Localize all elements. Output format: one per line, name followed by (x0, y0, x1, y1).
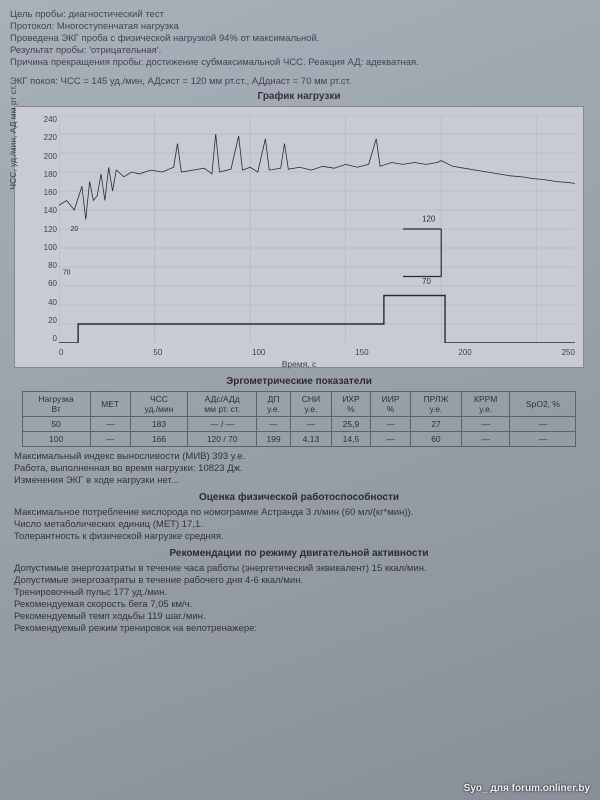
table-cell: 4,13 (291, 432, 332, 447)
ecg-changes-text: Изменения ЭКГ в ходе нагрузки нет... (14, 475, 588, 486)
header-conducted: Проведена ЭКГ проба с физической нагрузк… (10, 33, 588, 44)
y-tick: 180 (35, 170, 57, 179)
table-cell: — (510, 417, 576, 432)
y-tick: 200 (35, 152, 57, 161)
x-tick: 250 (562, 348, 575, 357)
fitness-title: Оценка физической работоспособности (10, 492, 588, 503)
table-cell: 120 / 70 (188, 432, 257, 447)
fitness-l2: Число метаболических единиц (МЕТ) 17,1. (14, 519, 588, 530)
x-tick: 200 (458, 348, 471, 357)
y-tick: 140 (35, 206, 57, 215)
table-row: 50—183— / ———25,9—27—— (22, 417, 576, 432)
y-tick: 240 (35, 115, 57, 124)
table-cell: 14,5 (331, 432, 370, 447)
y-tick: 80 (35, 261, 57, 270)
table-cell: 100 (22, 432, 90, 447)
table-cell: 60 (410, 432, 461, 447)
recs-l1: Допустимые энергозатраты в течение часа … (14, 563, 588, 574)
y-tick: 160 (35, 188, 57, 197)
header-result: Результат пробы: 'отрицательная'. (10, 45, 588, 56)
table-cell: — (90, 432, 130, 447)
recs-l3: Тренировочный пульс 177 уд./мин. (14, 587, 588, 598)
y-axis-label: ЧСС, уд./мин, АД мм рт ст. (8, 85, 18, 190)
plot-area: 120 70 70 20 (59, 115, 575, 343)
table-cell: — (291, 417, 332, 432)
table-cell: 199 (257, 432, 291, 447)
work-text: Работа, выполненная во время нагрузки: 1… (14, 463, 588, 474)
recs-l2: Допустимые энергозатраты в течение рабоч… (14, 575, 588, 586)
header-protocol: Протокол: Многоступенчатая нагрузка (10, 21, 588, 32)
y-tick: 220 (35, 133, 57, 142)
table-cell: 166 (130, 432, 188, 447)
table-header: SpO2, % (510, 392, 576, 417)
table-cell: — (257, 417, 291, 432)
table-cell: 27 (410, 417, 461, 432)
recs-l6: Рекомендуемый режим тренировок на велотр… (14, 623, 588, 634)
y-tick: 0 (35, 334, 57, 343)
table-cell: — (371, 417, 411, 432)
table-header: МЕТ (90, 392, 130, 417)
x-ticks: 0 50 100 150 200 250 (59, 348, 575, 357)
watermark: Syo_ для forum.onliner.by (464, 783, 590, 794)
x-tick: 100 (252, 348, 265, 357)
table-header: АДс/АДдмм рт. ст. (188, 392, 257, 417)
svg-text:120: 120 (422, 214, 436, 223)
header-purpose: Цель пробы: диагностический тест (10, 9, 588, 20)
y-tick: 120 (35, 225, 57, 234)
header-resting-ecg: ЭКГ покоя: ЧСС = 145 уд./мин, АДсист = 1… (10, 76, 588, 87)
x-tick: 0 (59, 348, 63, 357)
fitness-l3: Толерантность к физической нагрузке сред… (14, 531, 588, 542)
svg-text:70: 70 (422, 277, 431, 286)
ergo-title: Эргометрические показатели (10, 376, 588, 387)
recs-title: Рекомендации по режиму двигательной акти… (10, 548, 588, 559)
table-cell: — (90, 417, 130, 432)
table-header: КРРМу.е. (461, 392, 510, 417)
header-reason: Причина прекращения пробы: достижение су… (10, 57, 588, 68)
recs-l4: Рекомендуемая скорость бега 7,05 км/ч. (14, 599, 588, 610)
y-ticks: 240220200180160140120100806040200 (35, 115, 57, 343)
x-axis-label: Время, с (282, 359, 317, 369)
table-header: ИХР% (331, 392, 370, 417)
table-header: ПРЛЖу.е. (410, 392, 461, 417)
x-tick: 150 (355, 348, 368, 357)
table-header: ИИР% (371, 392, 411, 417)
table-cell: — (461, 432, 510, 447)
table-cell: — (371, 432, 411, 447)
fitness-l1: Максимальное потребление кислорода по но… (14, 507, 588, 518)
chart-title: График нагрузки (10, 91, 588, 102)
recs-l5: Рекомендуемый темп ходьбы 119 шаг./мин. (14, 611, 588, 622)
y-tick: 40 (35, 298, 57, 307)
x-tick: 50 (153, 348, 162, 357)
table-header: НагрузкаВт (22, 392, 90, 417)
table-header: ЧССуд./мин (130, 392, 188, 417)
table-cell: 183 (130, 417, 188, 432)
load-chart: ЧСС, уд./мин, АД мм рт ст. 2402202001801… (14, 106, 584, 368)
table-cell: — (510, 432, 576, 447)
table-header: СНИу.е. (291, 392, 332, 417)
y-tick: 100 (35, 243, 57, 252)
svg-text:20: 20 (70, 226, 78, 233)
table-cell: 25,9 (331, 417, 370, 432)
table-cell: — / — (188, 417, 257, 432)
table-row: 100—166120 / 701994,1314,5—60—— (22, 432, 576, 447)
svg-text:70: 70 (63, 270, 71, 277)
miv-text: Максимальный индекс выносливости (МИВ) 3… (14, 451, 588, 462)
y-tick: 60 (35, 279, 57, 288)
table-cell: 50 (22, 417, 90, 432)
table-header: ДПу.е. (257, 392, 291, 417)
ergo-table: НагрузкаВтМЕТЧССуд./минАДс/АДдмм рт. ст.… (22, 391, 577, 447)
y-tick: 20 (35, 316, 57, 325)
table-cell: — (461, 417, 510, 432)
